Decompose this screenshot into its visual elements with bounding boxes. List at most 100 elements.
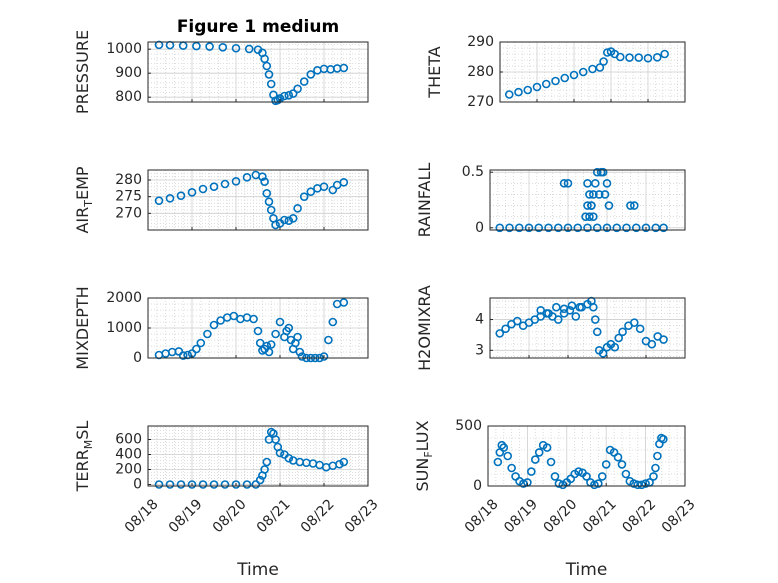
subplot-rainfall: 0 0.5 RAINFALL: [415, 163, 686, 237]
data-point: [530, 455, 540, 464]
axes-box: [487, 425, 686, 487]
data-point: [594, 190, 604, 199]
y-tick-label: 2000: [106, 290, 142, 306]
data-point: [643, 53, 653, 63]
data-point: [542, 443, 552, 452]
data-point: [284, 323, 294, 333]
data-point: [264, 197, 274, 206]
data-point: [594, 479, 603, 488]
plot-area: [490, 170, 685, 230]
subplot-mixdepth: 0 1000 2000 MIXDEPTH: [73, 286, 369, 370]
data-point: [514, 87, 523, 97]
data-point: [595, 63, 605, 72]
axes-box: [489, 297, 686, 359]
data-point: [198, 480, 208, 489]
data-point: [546, 457, 556, 467]
data-point: [253, 326, 263, 336]
data-point: [328, 317, 338, 327]
data-point: [612, 223, 622, 233]
data-point: [565, 306, 575, 315]
data-point: [192, 344, 201, 354]
data-point: [231, 43, 241, 53]
data-point: [587, 201, 596, 210]
data-point: [626, 201, 635, 210]
data-point: [209, 182, 219, 191]
data-point: [249, 314, 258, 324]
y-axis-label: PRESSURE: [73, 30, 92, 114]
data-point: [641, 479, 650, 488]
y-axis-label: MIXDEPTH: [73, 286, 92, 369]
data-point: [324, 335, 333, 345]
y-tick-label: 1000: [106, 41, 142, 57]
data-point: [536, 306, 546, 315]
data-point: [652, 52, 662, 62]
data-point: [503, 451, 513, 461]
y-tick-label: 280: [467, 64, 494, 80]
data-point: [218, 42, 228, 52]
data-point: [165, 480, 175, 489]
data-point: [319, 182, 329, 191]
data-point: [559, 304, 569, 314]
data-point: [295, 347, 305, 357]
data-point: [154, 40, 164, 50]
data-point: [660, 49, 669, 59]
data-point: [560, 73, 570, 83]
data-point: [264, 347, 274, 357]
data-point: [534, 223, 544, 233]
data-point: [203, 329, 212, 339]
data-point: [621, 469, 631, 479]
data-point: [504, 90, 514, 99]
data-point: [641, 223, 651, 233]
data-point: [501, 324, 510, 334]
data-point: [590, 480, 599, 490]
data-point: [284, 453, 294, 463]
data-point: [273, 95, 283, 105]
y-tick-label: 0.5: [462, 164, 484, 180]
data-point: [288, 214, 298, 223]
data-point: [598, 167, 608, 177]
y-tick-label: 275: [115, 189, 142, 205]
data-point: [585, 212, 594, 221]
data-point: [242, 480, 252, 489]
y-tick-label: 290: [467, 34, 494, 50]
data-point: [209, 480, 219, 489]
data-point: [176, 191, 186, 200]
data-point: [216, 316, 225, 325]
data-point: [575, 302, 585, 312]
data-point: [600, 190, 610, 199]
y-tick-label: 500: [455, 418, 482, 434]
data-point: [293, 84, 302, 94]
data-point: [573, 223, 583, 233]
axes-box: [147, 41, 369, 103]
data-point: [505, 223, 514, 233]
data-point: [176, 480, 186, 489]
data-point: [563, 179, 573, 188]
data-point: [262, 457, 272, 467]
y-tick-label: 270: [115, 205, 142, 221]
data-point: [512, 316, 522, 326]
y-tick-label: 280: [115, 172, 142, 188]
data-point: [231, 480, 241, 489]
data-point: [293, 332, 302, 342]
data-point: [275, 448, 285, 458]
y-tick-label: 0: [473, 478, 482, 494]
data-point: [583, 223, 592, 233]
data-point: [220, 179, 230, 189]
data-point: [599, 57, 608, 66]
data-point: [339, 63, 349, 73]
y-tick-label: 0: [133, 350, 142, 366]
data-point: [602, 223, 612, 233]
data-point: [578, 67, 588, 77]
subplot-theta: 270 280 290 THETA: [425, 34, 686, 110]
data-point: [544, 309, 553, 318]
data-point: [589, 302, 598, 312]
data-point: [328, 185, 338, 195]
axes-box: [147, 169, 369, 231]
data-point: [590, 315, 600, 324]
data-point: [527, 467, 536, 476]
data-point: [567, 301, 577, 310]
data-point: [187, 188, 197, 197]
data-point: [154, 196, 164, 205]
data-point: [231, 177, 241, 186]
data-point: [659, 223, 668, 233]
